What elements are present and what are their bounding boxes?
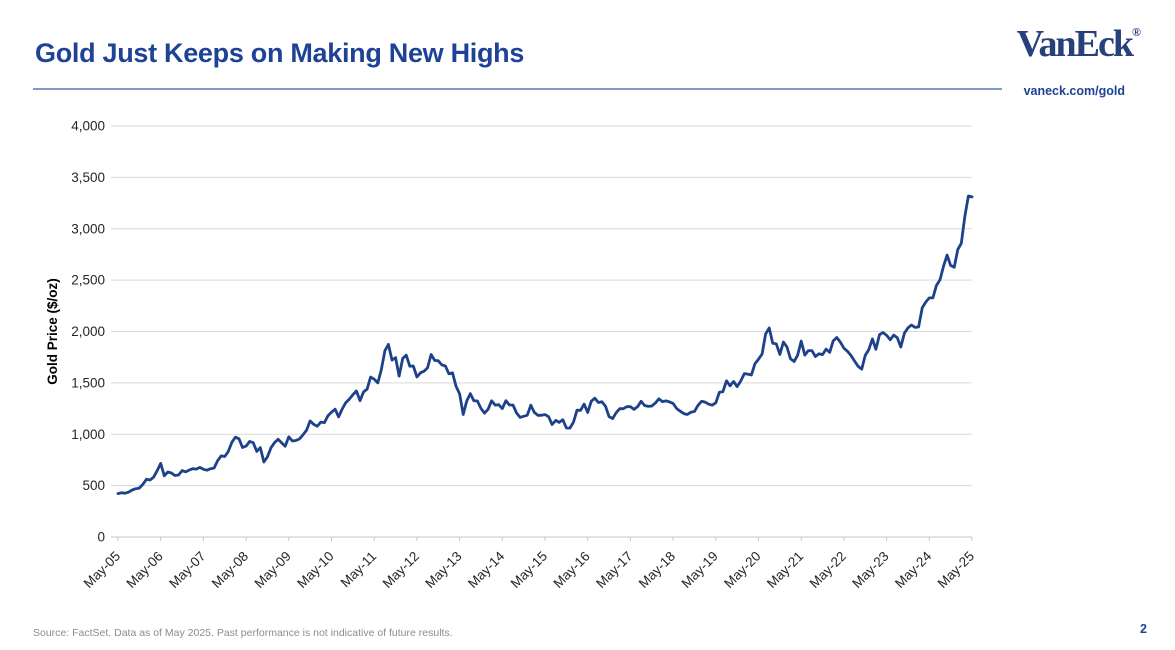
x-axis-tick-label: May-17	[593, 549, 635, 591]
x-axis-tick-label: May-13	[422, 549, 464, 591]
x-axis-tick-label: May-05	[81, 549, 123, 591]
source-note: Source: FactSet. Data as of May 2025. Pa…	[33, 627, 453, 639]
y-axis-title: Gold Price ($/oz)	[45, 278, 60, 385]
x-axis-tick-label: May-16	[550, 549, 592, 591]
page-number: 2	[1140, 622, 1147, 636]
x-axis-tick-label: May-21	[764, 549, 806, 591]
x-axis-tick-label: May-23	[849, 549, 891, 591]
x-axis-tick-label: May-06	[123, 549, 165, 591]
x-axis-tick-label: May-14	[465, 548, 508, 591]
x-axis-tick-label: May-25	[935, 549, 977, 591]
x-axis-tick-label: May-11	[338, 549, 380, 591]
y-axis-tick-label: 1,500	[71, 375, 105, 390]
vaneck-logo: VanEck®	[1017, 24, 1141, 64]
x-axis-tick-label: May-12	[380, 549, 422, 591]
site-link[interactable]: vaneck.com/gold	[1023, 84, 1125, 98]
header-divider	[33, 88, 1002, 90]
y-axis-tick-label: 500	[82, 478, 105, 493]
y-axis-tick-label: 1,000	[71, 427, 105, 442]
x-axis-tick-label: May-15	[508, 549, 550, 591]
x-axis-tick-label: May-08	[209, 549, 251, 591]
x-axis-tick-label: May-19	[678, 549, 720, 591]
vaneck-logo-text: VanEck	[1016, 23, 1134, 65]
page-title: Gold Just Keeps on Making New Highs	[35, 38, 525, 68]
x-axis-tick-label: May-22	[807, 549, 849, 591]
y-axis-tick-label: 2,000	[71, 324, 105, 339]
registered-trademark-icon: ®	[1132, 25, 1141, 39]
x-axis-tick-label: May-24	[892, 548, 935, 591]
y-axis-tick-label: 0	[97, 530, 105, 545]
gold-price-line	[116, 194, 974, 496]
x-axis-tick-label: May-18	[636, 549, 678, 591]
x-axis-tick-label: May-07	[166, 549, 208, 591]
x-axis-tick-label: May-20	[721, 549, 763, 591]
y-axis-tick-label: 3,000	[71, 221, 105, 236]
x-axis-tick-label: May-09	[251, 549, 293, 591]
y-axis-tick-label: 4,000	[71, 119, 105, 134]
y-axis-tick-label: 2,500	[71, 273, 105, 288]
y-axis-tick-label: 3,500	[71, 170, 105, 185]
x-axis-tick-label: May-10	[294, 549, 336, 591]
